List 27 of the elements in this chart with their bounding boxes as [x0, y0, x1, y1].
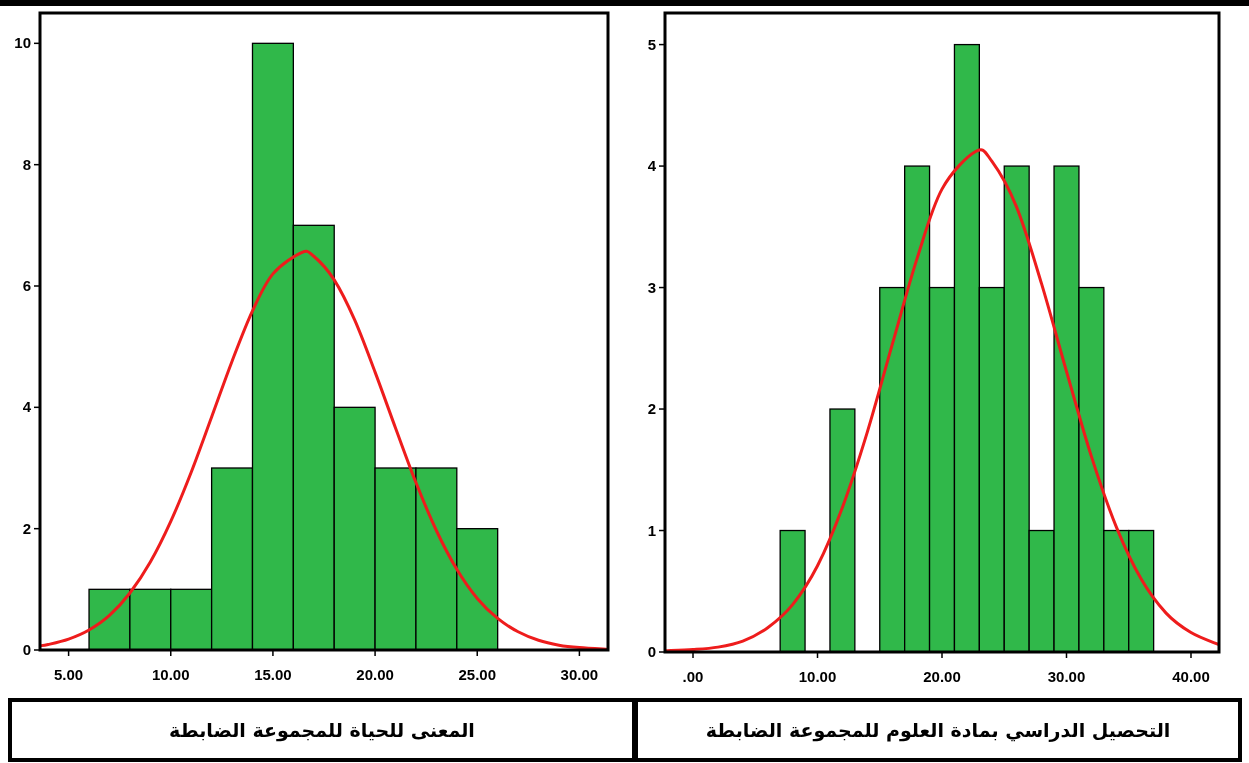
- y-tick-label: 5: [647, 35, 656, 53]
- x-tick-label: 30.00: [1047, 668, 1086, 685]
- x-tick-label: 15.00: [254, 666, 292, 683]
- x-tick-label: 20.00: [356, 666, 394, 683]
- x-tick-label: 40.00: [1172, 668, 1210, 685]
- line-series: [665, 149, 1219, 652]
- x-tick-label: 5.00: [54, 666, 84, 683]
- y-tick-label: 8: [22, 155, 31, 173]
- x-tick-label: 20.00: [923, 668, 961, 685]
- x-axis-title: التحصيل الدراسي بمادة العلوم للمجموعة الضابطة: [705, 719, 1171, 742]
- y-tick-label: 2: [22, 519, 31, 537]
- x-tick-label: 25.00: [458, 666, 497, 683]
- y-tick-label: 10: [14, 34, 31, 52]
- y-tick-label: 4: [22, 398, 32, 416]
- line-series: [40, 250, 608, 650]
- y-tick-label: 4: [647, 157, 657, 175]
- x-tick-label: 10.00: [151, 666, 190, 683]
- y-tick-label: 0: [647, 643, 656, 660]
- y-tick-label: 3: [647, 278, 656, 296]
- y-tick-label: 0: [22, 641, 31, 658]
- x-tick-label: 10.00: [798, 668, 837, 685]
- x-axis-title: المعنى للحياة للمجموعة الضابطة: [169, 719, 475, 742]
- y-tick-label: 2: [647, 400, 656, 418]
- y-tick-label: 1: [647, 521, 656, 539]
- x-tick-label: 30.00: [560, 666, 599, 683]
- x-tick-label: .00: [682, 668, 704, 685]
- y-tick-label: 6: [22, 277, 31, 294]
